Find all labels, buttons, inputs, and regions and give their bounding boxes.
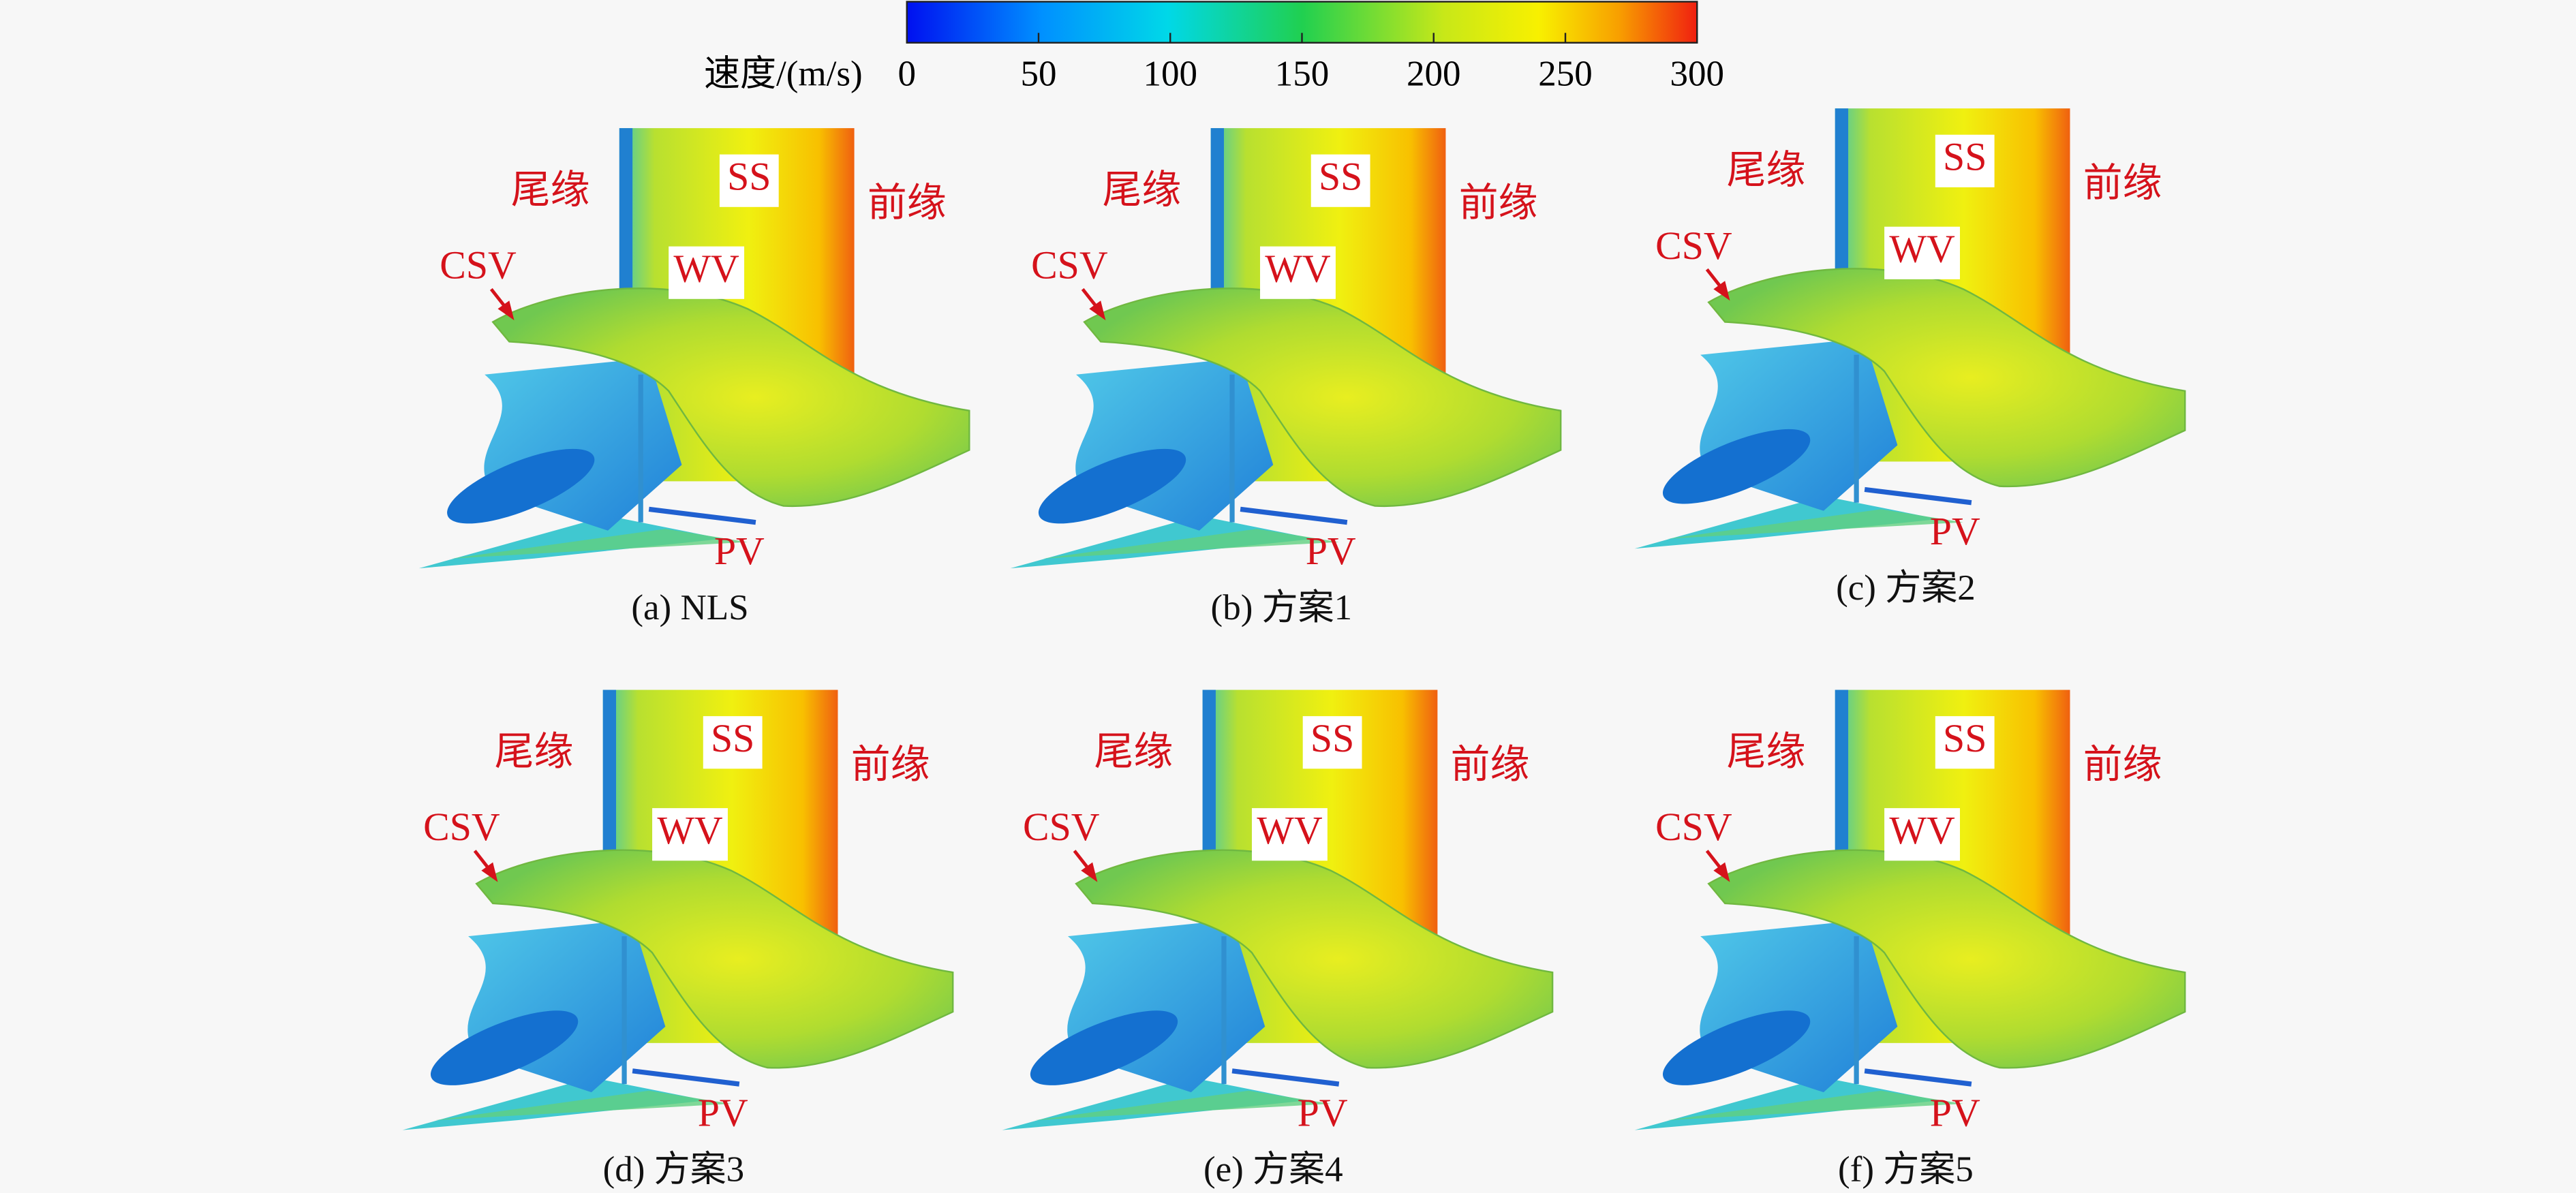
label-box	[719, 154, 779, 207]
vortex-lobe	[1662, 1010, 1811, 1085]
leading-edge-label: 前缘	[1451, 743, 1530, 787]
csv-arrowhead	[497, 300, 515, 321]
pv-label: PV	[698, 1091, 748, 1135]
flow-panel: 尾缘 SS 前缘 CSV WV PV (f) 方案5	[1634, 690, 2186, 1189]
trailing-edge-label: 尾缘	[1727, 729, 1806, 773]
vortex-tube	[648, 506, 756, 525]
flow-panel: 尾缘 SS 前缘 CSV WV PV (c) 方案2	[1634, 108, 2186, 608]
colorbar-tick-label: 0	[898, 55, 916, 94]
csv-arrowhead	[481, 862, 498, 882]
label-box	[1251, 808, 1328, 861]
label-box	[1884, 226, 1960, 279]
label-box	[1310, 154, 1370, 207]
label-box	[703, 716, 763, 769]
csv-label: CSV	[1031, 243, 1108, 288]
wv-label: WV	[1889, 227, 1955, 271]
colorbar-tick-label: 200	[1407, 55, 1461, 94]
suction-side-label: SS	[727, 155, 771, 199]
trailing-edge-label: 尾缘	[1103, 168, 1182, 212]
wv-label: WV	[1265, 247, 1331, 291]
panel-caption: (f) 方案5	[1838, 1149, 1974, 1189]
flow-panel: 尾缘 SS 前缘 CSV WV PV (d) 方案3	[402, 690, 954, 1189]
label-box	[1884, 808, 1960, 861]
wv-label: WV	[1889, 808, 1955, 852]
csv-arrowhead	[1713, 862, 1730, 882]
pv-label: PV	[1930, 1091, 1980, 1135]
panel-caption: (c) 方案2	[1836, 568, 1976, 608]
suction-side-label: SS	[1310, 716, 1354, 760]
leading-edge-label: 前缘	[851, 743, 930, 787]
csv-arrowhead	[1713, 281, 1730, 301]
suction-side-label: SS	[1943, 716, 1987, 760]
suction-side-label: SS	[1943, 135, 1987, 179]
colorbar-tick-label: 150	[1275, 55, 1330, 94]
colorbar-label: 速度/(m/s)	[704, 55, 863, 94]
label-box	[1302, 716, 1362, 769]
label-box	[1935, 716, 1995, 769]
lower-sheet	[1034, 1090, 1331, 1121]
colorbar-tick-label: 300	[1670, 55, 1725, 94]
vortex-tube	[1240, 506, 1348, 525]
panel-caption: (e) 方案4	[1203, 1149, 1343, 1189]
vortex-lobe	[447, 448, 595, 524]
panel-caption: (d) 方案3	[603, 1149, 745, 1189]
trailing-edge-label: 尾缘	[495, 729, 574, 773]
csv-label: CSV	[1655, 223, 1732, 268]
colorbar-tick-label: 50	[1020, 55, 1056, 94]
vortex-lobe	[1030, 1010, 1178, 1085]
suction-side-label: SS	[711, 716, 754, 760]
panel-caption: (a) NLS	[631, 588, 748, 628]
vortex-lobe	[430, 1010, 579, 1085]
lower-sheet	[1667, 1090, 1963, 1121]
csv-arrowhead	[1089, 300, 1106, 321]
trailing-edge-label: 尾缘	[1094, 729, 1174, 773]
vortex-tube	[1864, 486, 1972, 506]
wv-label: WV	[1257, 808, 1323, 852]
panel-caption: (b) 方案1	[1211, 588, 1353, 628]
pv-label: PV	[714, 529, 765, 573]
lower-sheet	[1043, 529, 1339, 559]
colorbar-tick-label: 250	[1538, 55, 1593, 94]
colorbar-tick-label: 100	[1143, 55, 1197, 94]
label-box	[652, 808, 728, 861]
vortex-lobe	[1038, 448, 1186, 524]
leading-edge-label: 前缘	[2083, 161, 2162, 205]
suction-side-label: SS	[1319, 155, 1362, 199]
vortex-tube	[1231, 1068, 1340, 1087]
leading-edge-label: 前缘	[868, 181, 947, 225]
lower-sheet	[1667, 509, 1963, 539]
label-box	[1935, 134, 1995, 187]
leading-edge-label: 前缘	[2083, 743, 2162, 787]
flow-panel: 尾缘 SS 前缘 CSV WV PV (e) 方案4	[1002, 690, 1554, 1189]
wv-label: WV	[657, 808, 723, 852]
vortex-tube	[632, 1068, 740, 1087]
vortex-lobe	[1662, 429, 1811, 504]
csv-arrowhead	[1081, 862, 1098, 882]
csv-label: CSV	[423, 805, 500, 849]
trailing-edge-label: 尾缘	[1727, 148, 1806, 192]
label-box	[669, 246, 745, 299]
pv-label: PV	[1298, 1091, 1348, 1135]
csv-label: CSV	[440, 243, 517, 288]
leading-edge-label: 前缘	[1459, 181, 1538, 225]
lower-sheet	[435, 1090, 731, 1121]
csv-label: CSV	[1655, 805, 1732, 849]
flow-panel: 尾缘 SS 前缘 CSV WV PV (b) 方案1	[1010, 128, 1562, 628]
pv-label: PV	[1930, 509, 1980, 553]
trailing-edge-label: 尾缘	[511, 168, 590, 212]
vortex-tube	[1864, 1068, 1972, 1087]
flow-panel: 尾缘 SS 前缘 CSV WV PV (a) NLS	[418, 128, 970, 628]
pv-label: PV	[1306, 529, 1356, 573]
wv-label: WV	[673, 247, 739, 291]
csv-label: CSV	[1023, 805, 1100, 849]
lower-sheet	[451, 529, 748, 559]
label-box	[1260, 246, 1336, 299]
